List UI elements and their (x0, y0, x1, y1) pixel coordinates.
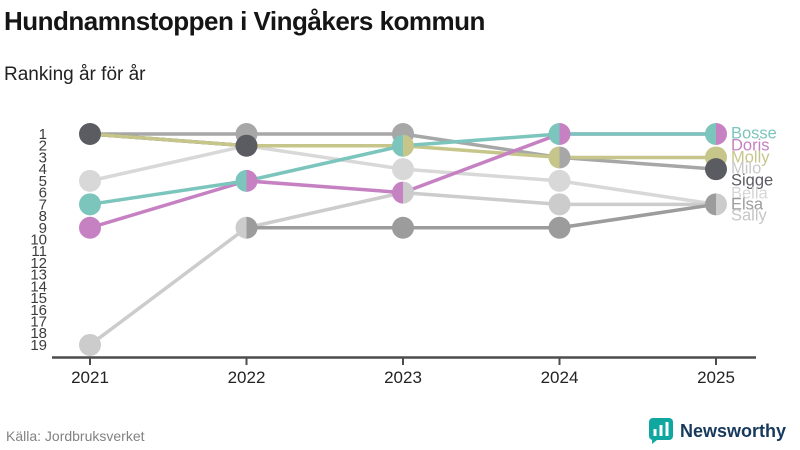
y-tick-label: 1 (39, 126, 47, 143)
series-label-elsa: Elsa (731, 196, 764, 214)
chart-dot-left-half (392, 181, 403, 204)
chart-dot-left-half (705, 123, 716, 145)
chart-dot (79, 193, 101, 216)
chart-dot (392, 216, 414, 239)
chart-dot-right-half (716, 123, 727, 145)
chart-dot (548, 169, 571, 192)
y-tick-label: 6 (39, 185, 47, 202)
chart-dot (548, 216, 571, 239)
series-label-doris: Doris (731, 137, 770, 155)
series-line-bella (401, 167, 562, 183)
chart-dot (79, 333, 101, 356)
chart-dot (79, 123, 101, 145)
chart-dot-left-half (392, 134, 403, 157)
chart-dot (392, 158, 414, 181)
series-line-molly (88, 132, 249, 148)
series-label-milo: Milo (731, 160, 761, 178)
series-label-sigge: Sigge (731, 172, 773, 190)
chart-dot (705, 158, 727, 181)
y-tick-label: 3 (39, 149, 47, 166)
chart-dot-right-half (246, 216, 258, 239)
y-tick-label: 2 (39, 138, 47, 155)
y-tick-label: 16 (30, 302, 47, 319)
series-line-doris (88, 179, 249, 230)
y-tick-label: 11 (31, 243, 47, 260)
chart-dot (79, 216, 101, 239)
series-line-sally (244, 190, 405, 230)
chart-dot-left-half (705, 193, 716, 216)
source-text: Källa: Jordbruksverket (6, 428, 145, 444)
chart-dot (235, 134, 258, 157)
series-line-bella (88, 143, 249, 183)
series-line-sally (88, 226, 249, 347)
chart-dot-left-half (235, 216, 247, 239)
series-line-doris (244, 179, 405, 195)
series-line-bella (557, 179, 718, 207)
chart-dot-right-half (559, 146, 571, 169)
x-tick-label: 2022 (228, 368, 266, 387)
chart-dot-right-half (246, 169, 258, 192)
series-line-bosse (88, 179, 249, 207)
newsworthy-logo[interactable]: Newsworthy (648, 418, 786, 444)
chart-dot-right-half (716, 193, 727, 216)
chart-dot (548, 193, 571, 216)
chart-dot-right-half (403, 134, 414, 157)
series-label-bella: Bella (731, 185, 769, 203)
x-tick-label: 2023 (384, 368, 422, 387)
series-line-bosse (244, 143, 405, 183)
y-tick-label: 14 (30, 278, 47, 295)
page-subtitle: Ranking år för år (4, 64, 146, 85)
newsworthy-bars-icon (648, 418, 673, 444)
series-line-bosse (401, 132, 562, 148)
y-tick-label: 12 (30, 255, 47, 272)
y-tick-label: 13 (30, 267, 47, 284)
chart-dot (79, 169, 101, 192)
page-title: Hundnamnstoppen i Vingåkers kommun (4, 6, 485, 36)
series-line-molly (401, 143, 562, 160)
series-line-milo (401, 132, 562, 160)
series-line-sally (401, 190, 562, 207)
chart-dot-right-half (559, 123, 571, 145)
y-tick-label: 10 (30, 231, 47, 248)
y-tick-label: 9 (39, 220, 47, 237)
series-label-bosse: Bosse (731, 125, 777, 143)
chart-dot-right-half (403, 181, 414, 204)
series-label-molly: Molly (731, 149, 770, 167)
y-tick-label: 15 (30, 290, 47, 307)
chart-dot-left-half (548, 146, 560, 169)
y-tick-label: 8 (39, 208, 47, 225)
series-line-milo (557, 155, 718, 171)
newsworthy-wordmark: Newsworthy (679, 420, 786, 441)
y-tick-label: 17 (30, 314, 47, 331)
series-line-doris (401, 132, 562, 195)
chart-dot-left-half (548, 123, 560, 145)
y-tick-label: 4 (39, 161, 47, 178)
series-line-elsa (557, 202, 718, 230)
y-tick-label: 7 (39, 196, 47, 213)
y-tick-label: 19 (30, 337, 47, 354)
x-tick-label: 2024 (541, 368, 579, 387)
y-tick-label: 5 (39, 173, 47, 190)
x-tick-label: 2021 (71, 368, 109, 387)
series-line-bella (244, 143, 405, 171)
chart-dot-left-half (235, 169, 247, 192)
x-tick-label: 2025 (697, 368, 735, 387)
y-tick-label: 18 (30, 325, 47, 342)
series-label-sally: Sally (731, 207, 768, 225)
